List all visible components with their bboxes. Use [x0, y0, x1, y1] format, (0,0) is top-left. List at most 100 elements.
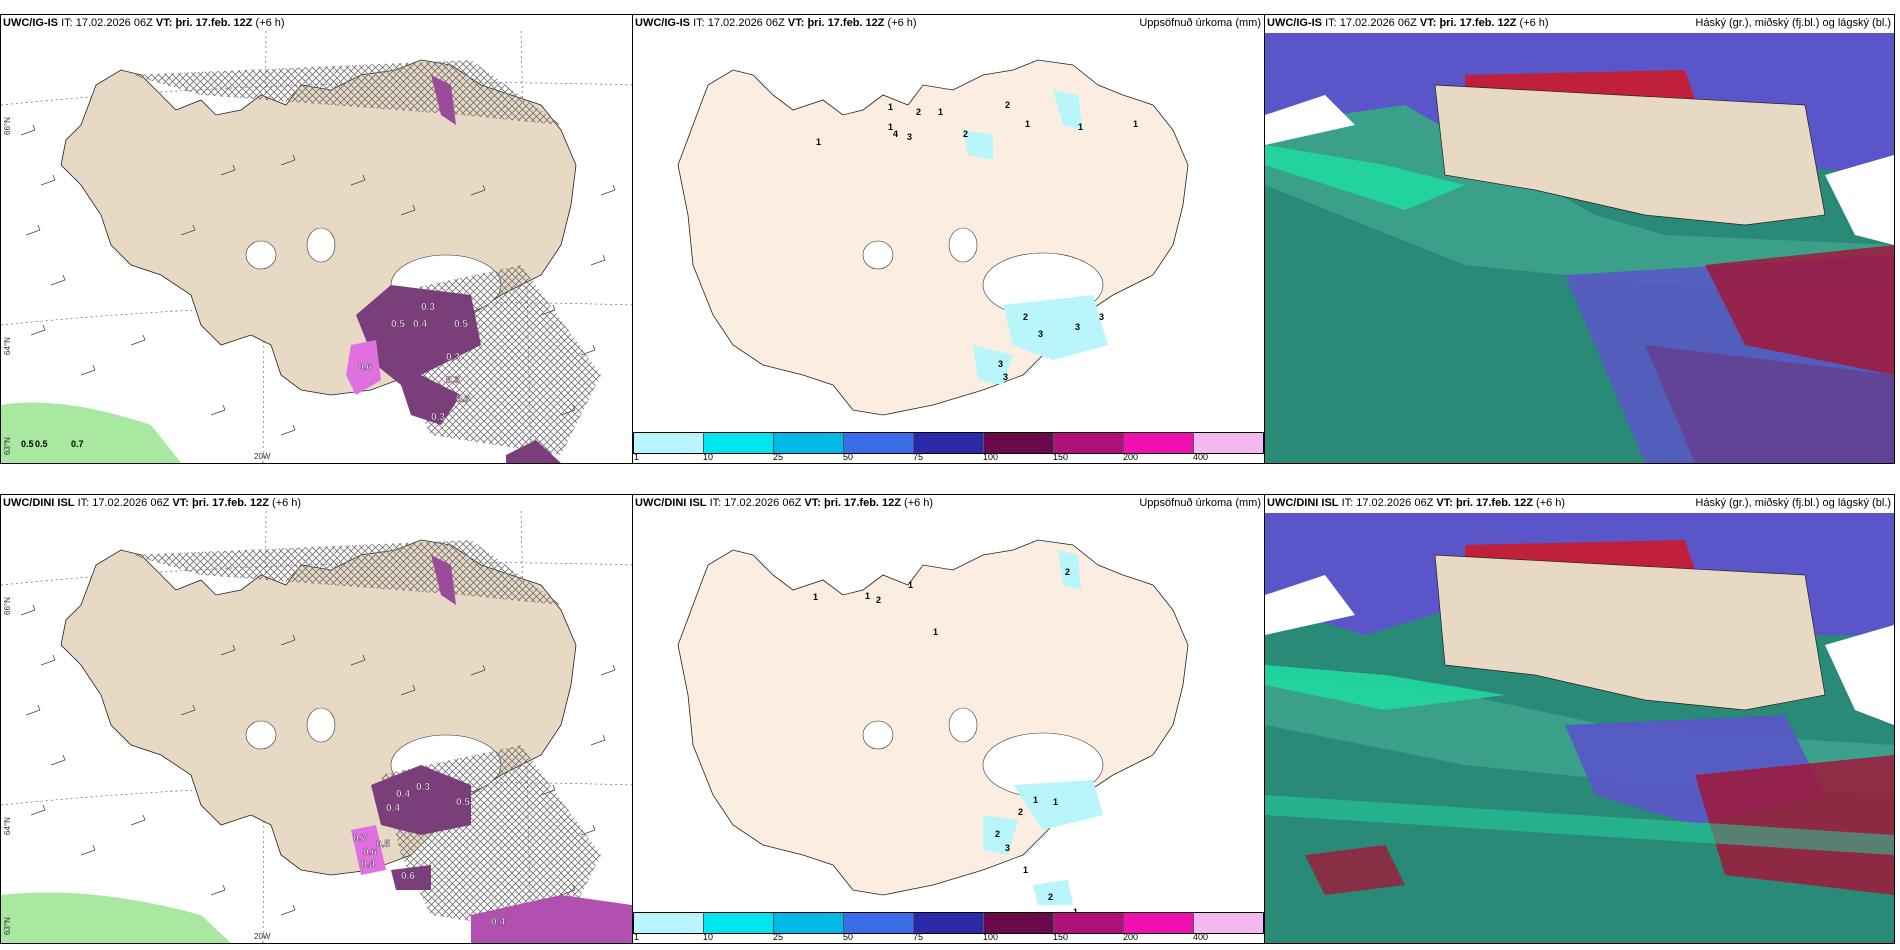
precip-value: 2: [1048, 892, 1053, 902]
colorbar-tick: 75: [913, 932, 924, 942]
precip-area: [963, 130, 993, 160]
precip-value: 0.7: [71, 439, 84, 449]
model-name: UWC/IG-IS: [1267, 17, 1322, 29]
vt-label: VT:: [155, 17, 173, 29]
precip-area: [1003, 295, 1108, 360]
vt-label: VT:: [172, 497, 189, 509]
lon-label: 20W: [254, 452, 271, 461]
colorbar-tick: 50: [843, 932, 854, 942]
precip-value: 0.4: [361, 859, 375, 870]
lat-label: 66°N: [3, 597, 12, 615]
precip-value: 2: [1065, 567, 1070, 577]
glacier: [245, 720, 277, 750]
precip-value: 3: [1099, 312, 1104, 322]
precip-value: 0.4: [491, 917, 505, 928]
it-label: IT:: [77, 497, 90, 509]
precip-area: [356, 285, 481, 425]
valid-time: þri. 17.feb. 12Z: [1455, 497, 1533, 509]
colorbar-tick: 200: [1123, 452, 1139, 462]
panel-dini-accumulated-precip: UWC/DINI ISL IT: 17.02.2026 06Z VT: þri.…: [632, 494, 1265, 944]
precip-value: 0.3: [416, 782, 430, 793]
precip-value: 0.4: [386, 803, 400, 814]
precip-area: [391, 865, 431, 890]
precip-value: 0.5: [35, 439, 48, 449]
colorbar-tick: 150: [1053, 932, 1069, 942]
colorbar: [633, 432, 1264, 454]
panel-ig-is-cloud-cover: UWC/IG-IS IT: 17.02.2026 06Z VT: þri. 17…: [1264, 14, 1895, 464]
precip-value: 1: [1133, 119, 1138, 129]
vt-label: VT:: [1419, 17, 1437, 29]
valid-time: þri. 17.feb. 12Z: [1439, 17, 1517, 29]
precip-area: [431, 75, 456, 125]
valid-time: þri. 17.feb. 12Z: [807, 17, 885, 29]
colorbar-swatch: [1194, 433, 1263, 453]
colorbar: [633, 912, 1264, 934]
init-time: 17.02.2026 06Z: [1356, 497, 1434, 509]
vt-label: VT:: [1436, 497, 1453, 509]
lead-time: (+6 h): [272, 497, 302, 509]
colorbar-swatch: [704, 433, 774, 453]
model-name: UWC/IG-IS: [3, 17, 58, 29]
colorbar-swatch: [914, 913, 984, 933]
precip-value: 2: [963, 129, 968, 139]
precip-value: 3: [1003, 372, 1008, 382]
precip-value: 1: [816, 137, 821, 147]
precip-value: 1: [1053, 797, 1058, 807]
precip-area: [371, 765, 471, 835]
precip-value: 1: [938, 107, 943, 117]
precip-area: [351, 825, 386, 875]
init-time: 17.02.2026 06Z: [75, 17, 153, 29]
precip-value: 0.6: [363, 847, 377, 858]
init-time: 17.02.2026 06Z: [1339, 17, 1417, 29]
glacier: [306, 707, 336, 743]
panel-ig-is-accumulated-precip: UWC/IG-IS IT: 17.02.2026 06Z VT: þri. 17…: [632, 14, 1265, 464]
panel-ig-is-wind-precip: UWC/IG-IS IT: 17.02.2026 06Z VT: þri. 17…: [0, 14, 633, 464]
it-label: IT:: [693, 17, 705, 29]
colorbar-swatch: [914, 433, 984, 453]
it-label: IT:: [61, 17, 73, 29]
lead-time: (+6 h): [255, 17, 285, 29]
colorbar-tick: 100: [983, 452, 999, 462]
precip-value: 0.7: [353, 833, 367, 844]
glacier: [862, 240, 894, 270]
precip-value: 0.6: [401, 871, 415, 882]
precip-area: [973, 345, 1013, 385]
precip-value: 2: [1005, 100, 1010, 110]
precip-value: 1: [888, 102, 893, 112]
colorbar-swatch: [1124, 433, 1194, 453]
cloud-cover-map: [1265, 33, 1894, 463]
wind-precip-map: 0.3 0.4 0.5 0.3 0.3 0.3 0.5 0.6 0.3 0.5 …: [1, 30, 632, 463]
precip-value: 3: [1005, 843, 1010, 853]
precip-value: 0.5: [21, 439, 34, 449]
lat-label: 63°N: [3, 917, 12, 935]
valid-time: þri. 17.feb. 12Z: [175, 17, 253, 29]
lead-time: (+6 h): [904, 497, 934, 509]
colorbar-tick: 10: [703, 932, 714, 942]
glacier: [306, 227, 336, 263]
precip-value: 4: [893, 129, 898, 139]
model-name: UWC/DINI ISL: [635, 497, 707, 509]
colorbar-swatch: [1124, 913, 1194, 933]
precip-area: [1053, 90, 1083, 130]
precip-area: [471, 895, 632, 943]
accumulated-precip-map: 1 1 4 3 2 1 2 2 1 1 1 1 2 3 3 3 3 3: [677, 59, 1189, 416]
panel-title: Háský (gr.), miðský (fj.bl.) og lágský (…: [1695, 497, 1891, 509]
precip-value: 1: [1025, 119, 1030, 129]
colorbar-swatch: [1194, 913, 1263, 933]
valid-time: þri. 17.feb. 12Z: [823, 497, 901, 509]
colorbar-tick: 200: [1123, 932, 1139, 942]
panel-dini-cloud-cover: UWC/DINI ISL IT: 17.02.2026 06Z VT: þri.…: [1264, 494, 1895, 944]
precip-area: [431, 555, 456, 605]
iceland-land: [1434, 84, 1826, 226]
precip-value: 3: [998, 359, 1003, 369]
precip-area: [1033, 880, 1073, 905]
lat-label: 63°N: [3, 437, 12, 455]
valid-time: þri. 17.feb. 12Z: [191, 497, 269, 509]
precip-value: 2: [876, 595, 881, 605]
colorbar-swatch: [634, 913, 704, 933]
glacier: [862, 720, 894, 750]
colorbar-swatch: [774, 913, 844, 933]
precip-value: 1: [888, 122, 893, 132]
colorbar-tick: 400: [1193, 452, 1209, 462]
colorbar-tick: 1: [634, 452, 640, 462]
